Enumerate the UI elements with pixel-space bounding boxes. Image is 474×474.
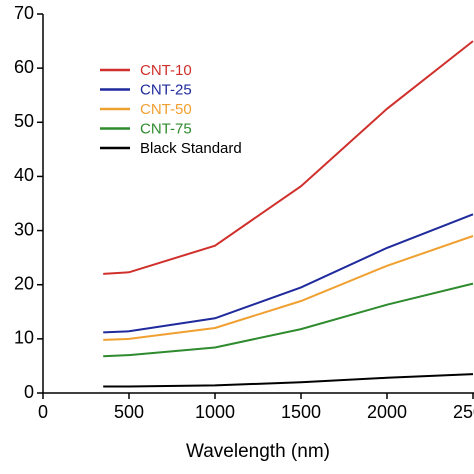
series-line [103, 235, 474, 341]
y-tick-label: 70 [14, 3, 34, 23]
x-tick-label: 1500 [281, 402, 321, 422]
series-line [103, 373, 474, 388]
x-tick-label: 0 [38, 402, 48, 422]
y-tick-label: 0 [24, 382, 34, 402]
y-tick-label: 20 [14, 273, 34, 293]
y-tick-label: 50 [14, 111, 34, 131]
x-axis-title: Wavelength (nm) [186, 441, 330, 462]
legend: CNT-10 CNT-25 CNT-50 CNT-75 Black Standard [100, 62, 242, 157]
y-tick-label: 40 [14, 165, 34, 185]
y-tick-label: 30 [14, 219, 34, 239]
x-tick-label: 2500 [453, 402, 474, 422]
legend-label: CNT-75 [140, 120, 192, 137]
legend-label: CNT-10 [140, 62, 192, 79]
series-line [103, 40, 474, 275]
x-tick-label: 500 [114, 402, 144, 422]
legend-label: Black Standard [140, 140, 242, 157]
y-tick-label: 60 [14, 57, 34, 77]
legend-label: CNT-50 [140, 101, 192, 118]
series-line [103, 213, 474, 334]
y-tick-label: 10 [14, 328, 34, 348]
x-tick-label: 1000 [195, 402, 235, 422]
series-line [103, 282, 474, 358]
x-tick-label: 2000 [367, 402, 407, 422]
legend-label: CNT-25 [140, 81, 192, 98]
